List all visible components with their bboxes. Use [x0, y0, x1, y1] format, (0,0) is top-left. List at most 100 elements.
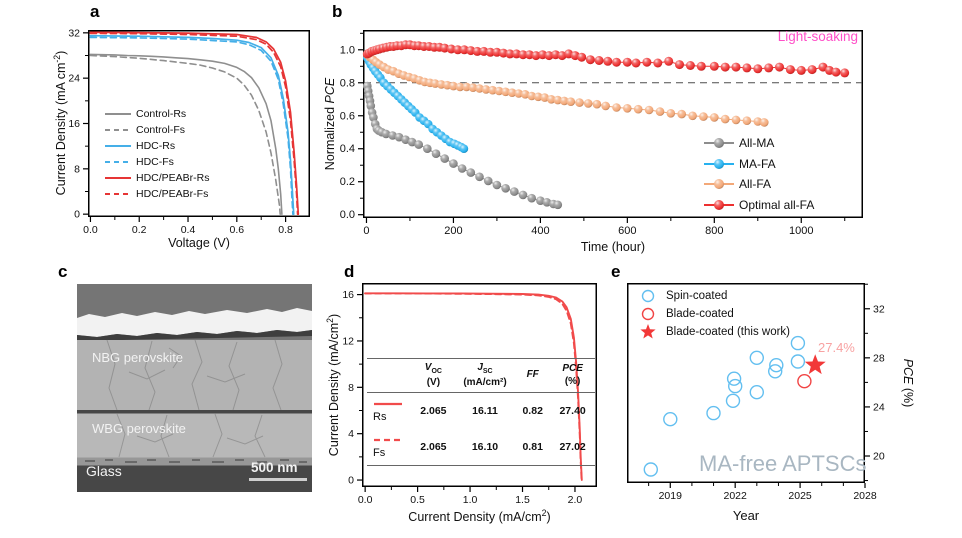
solid-line-icon — [374, 403, 402, 406]
svg-text:400: 400 — [531, 225, 549, 237]
svg-text:2025: 2025 — [788, 490, 812, 502]
legend-item-label: All-MA — [739, 136, 775, 151]
normalized-pce-axis-label: Normalized PCE — [323, 77, 337, 171]
table-header-row: VOC (V) JSC (mA/cm²) FF PCE (%) — [367, 359, 595, 392]
table-header-pce: PCE (%) — [562, 363, 583, 387]
dashed-line-icon — [374, 439, 402, 442]
legend-item-label: Blade-coated (this work) — [666, 326, 790, 338]
svg-text:28: 28 — [873, 352, 885, 364]
nbg-layer-label: NBG perovskite — [92, 350, 184, 365]
legend-item-hdc-rs: HDC-Rs — [104, 138, 210, 154]
svg-text:32: 32 — [873, 303, 885, 315]
svg-text:0.6: 0.6 — [340, 110, 355, 122]
svg-text:2022: 2022 — [724, 490, 748, 502]
svg-text:0.0: 0.0 — [340, 209, 355, 221]
legend-item-blade-coated: Blade-coated — [636, 305, 790, 323]
svg-text:0.2: 0.2 — [340, 176, 355, 188]
jv-parameters-table: VOC (V) JSC (mA/cm²) FF PCE (%) Rs 2.065 16.11 0.8… — [367, 358, 595, 467]
table-row-label: Fs — [373, 447, 386, 460]
legend-item-optimal-all-fa: Optimal all-FA — [703, 195, 814, 216]
legend-item-spin-coated: Spin-coated — [636, 287, 790, 305]
panel-label-a: a — [90, 2, 100, 21]
table-value: 16.10 — [471, 441, 499, 454]
sem-image — [77, 284, 312, 492]
svg-text:1.0: 1.0 — [340, 44, 355, 56]
svg-text:4: 4 — [348, 428, 354, 440]
light-soaking-label: Light-soaking — [777, 29, 858, 44]
svg-text:16: 16 — [68, 118, 80, 130]
svg-text:0: 0 — [74, 209, 80, 221]
d-y-axis-label: Current Density (mA/cm2) — [324, 313, 342, 457]
stability-chart: 0 200 400 600 800 1000 0.0 0.2 0.4 0.6 0.8 1.0 — [340, 30, 863, 237]
legend-swatch-icon — [105, 129, 131, 131]
legend-item-control-fs: Control-Fs — [104, 122, 210, 138]
svg-text:0.8: 0.8 — [340, 77, 355, 89]
jv-curves-chart: 0.0 0.2 0.4 0.6 0.8 0 8 16 24 32 — [68, 27, 310, 236]
pce-axis-label: PCE (%) — [901, 358, 915, 408]
svg-text:20: 20 — [873, 451, 885, 463]
legend-item-ma-fa: MA-FA — [703, 154, 814, 175]
legend-item-hdc-fs: HDC-Fs — [104, 154, 210, 170]
legend-swatch-icon — [105, 161, 131, 163]
svg-text:1000: 1000 — [789, 225, 813, 237]
table-header-jsc: JSC (mA/cm²) — [463, 362, 507, 388]
electrode-layer — [77, 308, 312, 337]
svg-text:0: 0 — [363, 225, 369, 237]
legend-item-label: HDC-Fs — [136, 156, 174, 168]
svg-text:2019: 2019 — [659, 490, 683, 502]
svg-text:0.0: 0.0 — [358, 494, 373, 506]
svg-text:2.0: 2.0 — [568, 494, 583, 506]
svg-text:32: 32 — [68, 27, 80, 39]
table-row-rs: Rs 2.065 16.11 0.82 27.40 — [367, 393, 595, 429]
year-axis-label: Year — [732, 508, 760, 523]
svg-text:600: 600 — [618, 225, 636, 237]
time-axis-label: Time (hour) — [580, 240, 646, 254]
pce-year-chart: 2019 2022 2025 2028 20 24 28 32 — [627, 283, 885, 502]
svg-text:0.5: 0.5 — [410, 494, 425, 506]
svg-text:1.0: 1.0 — [463, 494, 478, 506]
legend-item-label: Spin-coated — [666, 290, 728, 302]
legend-swatch-icon — [704, 138, 734, 149]
panel-label-b: b — [332, 2, 343, 21]
table-value: 0.81 — [522, 441, 543, 454]
legend-item-hdc-peabr-rs: HDC/PEABr-Rs — [104, 170, 210, 186]
legend-item-blade-coated-this-work-: Blade-coated (this work) — [636, 323, 790, 341]
svg-text:24: 24 — [873, 401, 885, 413]
legend-swatch-icon — [640, 324, 656, 339]
glass-label: Glass — [86, 463, 122, 479]
legend-item-label: HDC-Rs — [136, 140, 176, 152]
legend-item-label: Optimal all-FA — [739, 197, 815, 212]
table-row-label: Rs — [373, 411, 387, 424]
legend-item-control-rs: Control-Rs — [104, 106, 210, 122]
legend-swatch-icon — [105, 193, 131, 195]
legend-item-label: Blade-coated — [666, 308, 734, 320]
svg-text:0.6: 0.6 — [230, 224, 245, 236]
panel-label-e: e — [611, 262, 621, 281]
svg-text:24: 24 — [68, 73, 80, 85]
legend-item-all-ma: All-MA — [703, 133, 814, 154]
legend-item-label: HDC/PEABr-Fs — [136, 188, 209, 200]
table-row-fs: Fs 2.065 16.10 0.81 27.02 — [367, 429, 595, 465]
current-density-axis-label-a: Current Density (mA cm-2) — [51, 50, 69, 196]
jv-legend: Control-Rs Control-Fs HDC-Rs HDC-Fs HDC/PEAB… — [104, 106, 210, 202]
legend-item-label: Control-Rs — [136, 108, 187, 120]
svg-text:2028: 2028 — [853, 490, 877, 502]
svg-text:0.4: 0.4 — [181, 224, 196, 236]
svg-text:8: 8 — [74, 163, 80, 175]
legend-swatch-icon — [704, 158, 734, 169]
legend-item-label: MA-FA — [739, 156, 776, 171]
table-value: 0.82 — [522, 405, 543, 418]
legend-item-hdc-peabr-fs: HDC/PEABr-Fs — [104, 186, 210, 202]
panel-label-c: c — [58, 262, 68, 281]
svg-text:0.4: 0.4 — [340, 143, 355, 155]
scale-bar-label: 500 nm — [251, 460, 298, 475]
table-value: 27.02 — [559, 441, 586, 454]
legend-swatch-icon — [704, 179, 734, 190]
svg-text:0.8: 0.8 — [278, 224, 293, 236]
legend-swatch-icon — [105, 177, 131, 179]
voltage-axis-label: Voltage (V) — [168, 236, 230, 250]
legend-item-label: Control-Fs — [136, 124, 186, 136]
table-value: 2.065 — [420, 441, 447, 454]
table-header-ff: FF — [526, 369, 539, 381]
legend-swatch-icon — [105, 145, 131, 147]
